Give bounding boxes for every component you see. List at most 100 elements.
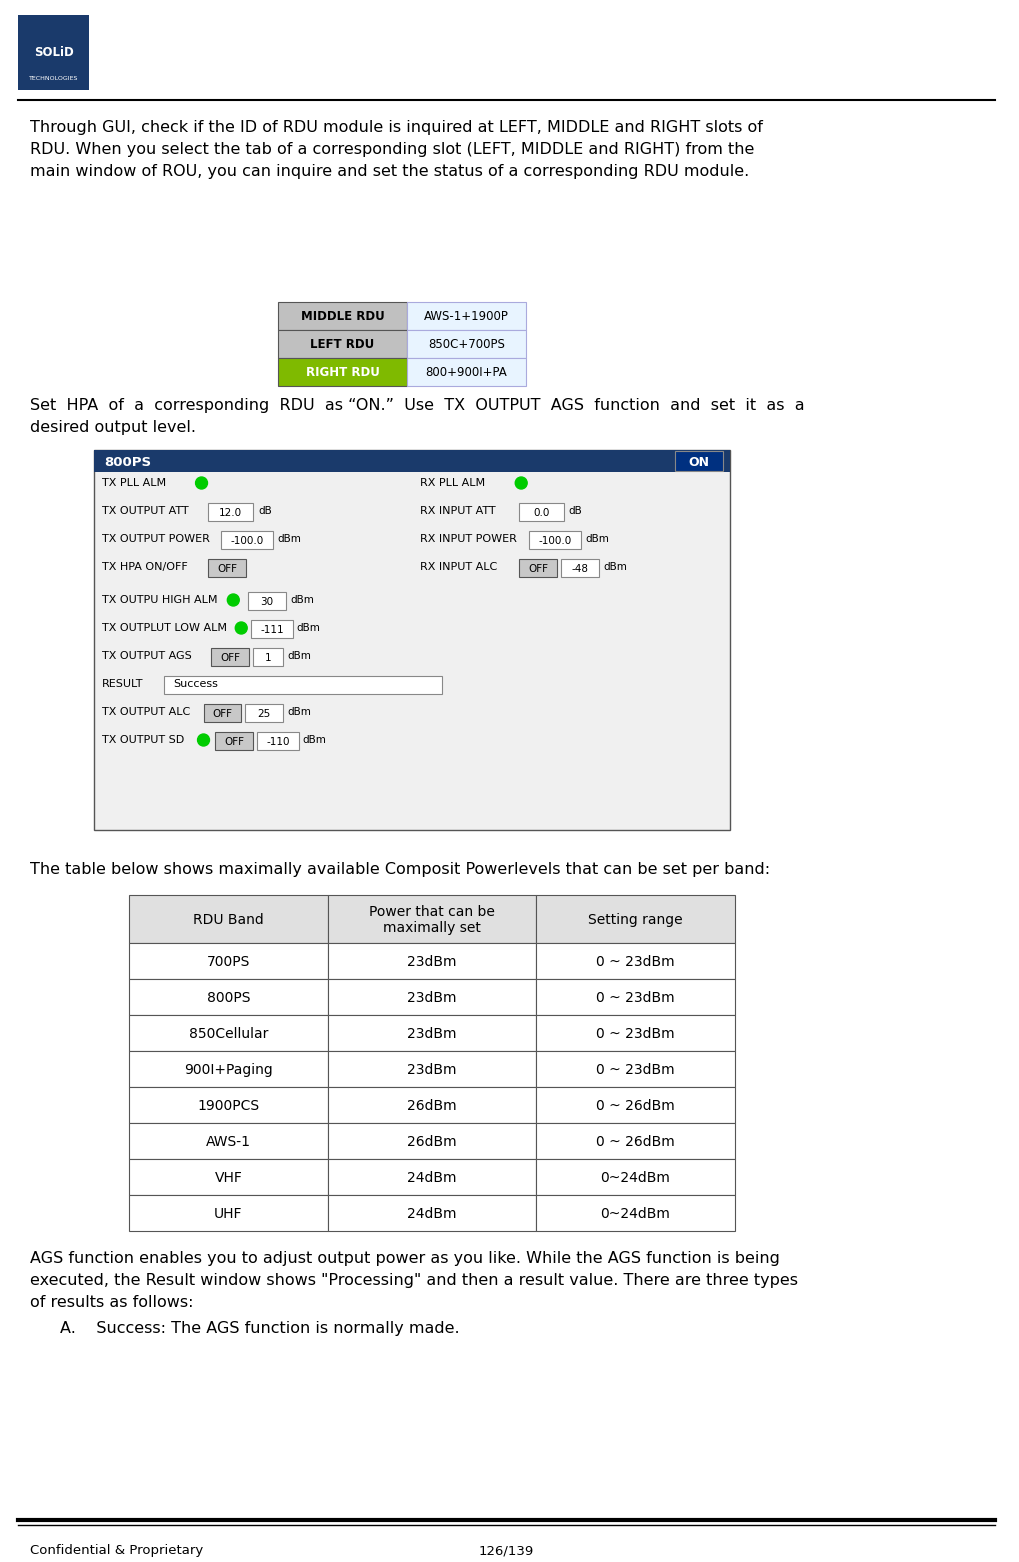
Text: RX INPUT ALC: RX INPUT ALC [420,562,496,572]
Text: -111: -111 [260,625,283,636]
Text: VHF: VHF [214,1172,243,1186]
Text: A.    Success: The AGS function is normally made.: A. Success: The AGS function is normally… [59,1321,459,1336]
FancyBboxPatch shape [529,531,580,548]
Text: RIGHT RDU: RIGHT RDU [306,367,379,380]
Text: 26dBm: 26dBm [407,1136,457,1150]
Circle shape [196,476,207,489]
FancyBboxPatch shape [253,648,282,665]
FancyBboxPatch shape [536,1195,734,1231]
FancyBboxPatch shape [245,704,282,722]
FancyBboxPatch shape [129,1159,327,1195]
FancyBboxPatch shape [519,559,556,576]
Text: TX OUTPUT AGS: TX OUTPUT AGS [102,651,192,661]
Text: Through GUI, check if the ID of RDU module is inquired at LEFT, MIDDLE and RIGHT: Through GUI, check if the ID of RDU modu… [30,120,762,180]
Text: 700PS: 700PS [207,954,250,968]
FancyBboxPatch shape [407,330,526,358]
Text: 23dBm: 23dBm [407,954,457,968]
Circle shape [515,476,527,489]
Text: dBm: dBm [297,623,320,633]
FancyBboxPatch shape [407,358,526,386]
FancyBboxPatch shape [215,733,253,750]
Text: TX OUTPU HIGH ALM: TX OUTPU HIGH ALM [102,595,217,604]
Text: dBm: dBm [286,651,311,661]
FancyBboxPatch shape [129,979,327,1015]
FancyBboxPatch shape [129,1123,327,1159]
Text: SOLiD: SOLiD [34,45,73,58]
Text: -48: -48 [571,564,588,573]
Text: OFF: OFF [224,737,245,747]
Text: 12.0: 12.0 [219,508,243,519]
FancyBboxPatch shape [129,1087,327,1123]
FancyBboxPatch shape [251,620,292,637]
FancyBboxPatch shape [327,895,536,943]
FancyBboxPatch shape [327,1015,536,1051]
Text: dB: dB [258,506,272,515]
Text: 850Cellular: 850Cellular [189,1026,268,1040]
FancyBboxPatch shape [278,358,407,386]
FancyBboxPatch shape [94,450,729,829]
FancyBboxPatch shape [18,16,90,91]
Text: 0 ~ 26dBm: 0 ~ 26dBm [595,1100,675,1114]
Text: OFF: OFF [220,653,240,662]
Text: 800PS: 800PS [207,990,250,1004]
FancyBboxPatch shape [327,1051,536,1087]
FancyBboxPatch shape [221,531,273,548]
FancyBboxPatch shape [129,895,327,943]
Text: 800PS: 800PS [104,456,151,469]
Text: TX OUTPUT POWER: TX OUTPUT POWER [102,534,210,544]
Text: RDU Band: RDU Band [193,914,264,926]
Circle shape [227,594,239,606]
Text: 0 ~ 23dBm: 0 ~ 23dBm [595,1064,674,1078]
Text: Success: Success [173,679,218,689]
Text: Confidential & Proprietary: Confidential & Proprietary [30,1543,203,1557]
Text: UHF: UHF [214,1207,243,1221]
FancyBboxPatch shape [164,676,441,694]
Text: LEFT RDU: LEFT RDU [310,339,374,351]
FancyBboxPatch shape [327,1159,536,1195]
FancyBboxPatch shape [248,592,285,611]
Text: Set  HPA  of  a  corresponding  RDU  as “ON.”  Use  TX  OUTPUT  AGS  function  a: Set HPA of a corresponding RDU as “ON.” … [30,398,804,436]
Text: 0.0: 0.0 [533,508,549,519]
Text: -100.0: -100.0 [538,536,571,547]
Text: 0 ~ 26dBm: 0 ~ 26dBm [595,1136,675,1150]
Text: AWS-1: AWS-1 [206,1136,251,1150]
Text: dBm: dBm [303,736,326,745]
Text: 26dBm: 26dBm [407,1100,457,1114]
FancyBboxPatch shape [94,450,729,472]
FancyBboxPatch shape [129,1051,327,1087]
Text: 24dBm: 24dBm [407,1207,457,1221]
Text: 0 ~ 23dBm: 0 ~ 23dBm [595,990,674,1004]
Text: OFF: OFF [212,709,232,719]
FancyBboxPatch shape [129,943,327,979]
Text: TX OUTPLUT LOW ALM: TX OUTPLUT LOW ALM [102,623,227,633]
Text: RX INPUT POWER: RX INPUT POWER [420,534,517,544]
Text: 30: 30 [260,597,273,608]
Text: Power that can be
maximally set: Power that can be maximally set [369,904,494,936]
FancyBboxPatch shape [519,503,564,522]
Text: 1: 1 [265,653,271,662]
Text: 850C+700PS: 850C+700PS [428,339,504,351]
FancyBboxPatch shape [536,1051,734,1087]
FancyBboxPatch shape [327,1123,536,1159]
Text: 1900PCS: 1900PCS [197,1100,259,1114]
Text: OFF: OFF [217,564,237,573]
FancyBboxPatch shape [560,559,598,576]
FancyBboxPatch shape [536,1015,734,1051]
Text: TX OUTPUT ATT: TX OUTPUT ATT [102,506,189,515]
FancyBboxPatch shape [208,503,253,522]
Text: dBm: dBm [585,534,609,544]
FancyBboxPatch shape [536,1159,734,1195]
Text: AGS function enables you to adjust output power as you like. While the AGS funct: AGS function enables you to adjust outpu… [30,1251,797,1311]
Text: dBm: dBm [286,708,311,717]
FancyBboxPatch shape [536,1087,734,1123]
Circle shape [235,622,247,634]
FancyBboxPatch shape [407,301,526,330]
FancyBboxPatch shape [327,1195,536,1231]
FancyBboxPatch shape [327,979,536,1015]
Text: 0 ~ 23dBm: 0 ~ 23dBm [595,1026,674,1040]
Text: 23dBm: 23dBm [407,1064,457,1078]
Circle shape [198,734,209,747]
Text: -100.0: -100.0 [230,536,264,547]
Text: TX HPA ON/OFF: TX HPA ON/OFF [102,562,187,572]
FancyBboxPatch shape [536,895,734,943]
